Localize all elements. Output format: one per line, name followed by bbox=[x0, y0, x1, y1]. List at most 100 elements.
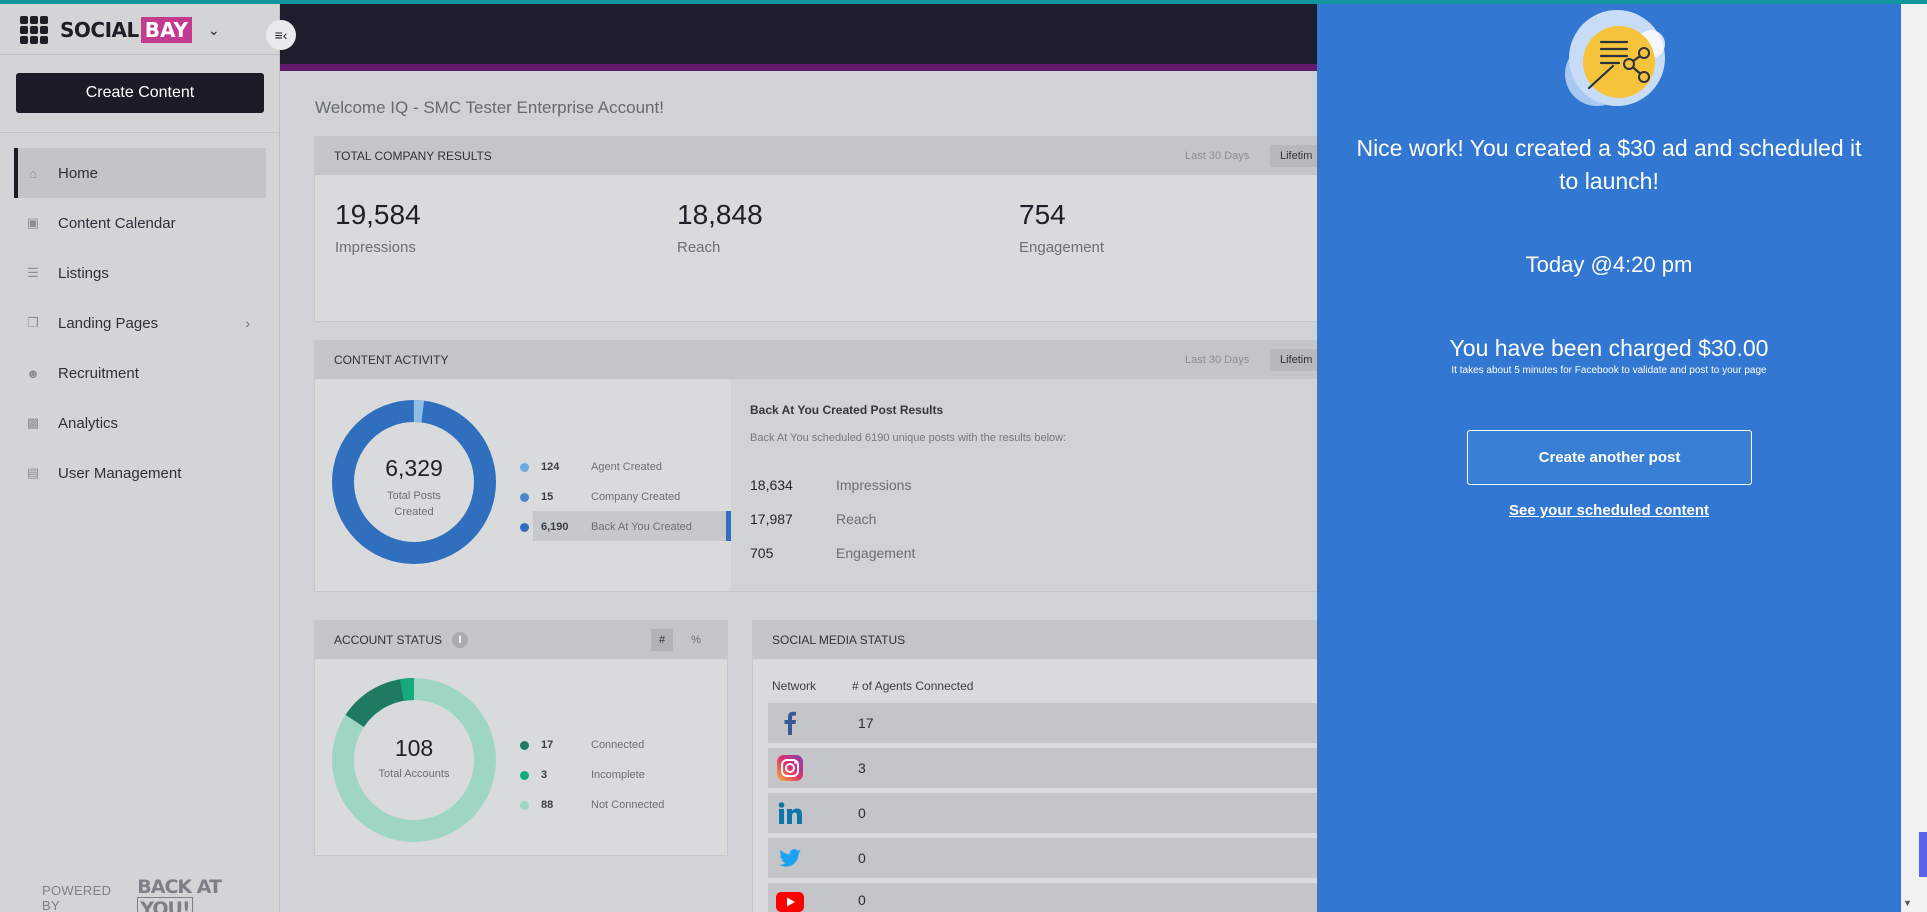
brand-switcher[interactable]: SOCIAL BAY ⌄ bbox=[20, 14, 220, 46]
sidebar-item-landing-pages[interactable]: ❐ Landing Pages › bbox=[14, 298, 266, 348]
legend-bay-created[interactable]: 6,190 Back At You Created bbox=[520, 521, 692, 533]
agents-connected-value: 0 bbox=[858, 850, 866, 866]
legend-dot bbox=[520, 770, 529, 780]
chevron-down-icon[interactable]: ⌄ bbox=[208, 21, 220, 38]
top-accent-line bbox=[0, 0, 1927, 4]
youtube-icon bbox=[770, 891, 810, 912]
legend-incomplete[interactable]: 3 Incomplete bbox=[520, 769, 645, 781]
sidebar-item-label: Recruitment bbox=[58, 364, 139, 382]
navbar-accent-strip bbox=[280, 64, 1927, 71]
donut-center: 6,329 Total Posts Created bbox=[331, 455, 497, 520]
agents-connected-value: 3 bbox=[858, 760, 866, 776]
legend-connected[interactable]: 17 Connected bbox=[520, 739, 644, 751]
legend-dot bbox=[520, 800, 529, 810]
count-toggle[interactable]: # bbox=[651, 629, 673, 651]
last-30-days-toggle[interactable]: Last 30 Days bbox=[1185, 354, 1250, 366]
sidebar-item-content-calendar[interactable]: ▣ Content Calendar bbox=[14, 198, 266, 248]
scroll-down-arrow-icon[interactable]: ▼ bbox=[1903, 898, 1912, 908]
bay-row-value: 17,987 bbox=[750, 511, 793, 527]
collapse-sidebar-button[interactable]: ≡‹ bbox=[266, 20, 296, 50]
bay-row-label: Impressions bbox=[836, 477, 912, 493]
lifetime-toggle[interactable]: Lifetim bbox=[1270, 349, 1323, 371]
backatyou-logo-text: BACK AT bbox=[137, 876, 222, 898]
legend-value: 6,190 bbox=[541, 521, 569, 533]
see-scheduled-content-link[interactable]: See your scheduled content bbox=[1508, 502, 1710, 519]
stat-value: 18,848 bbox=[677, 199, 763, 230]
sidebar: SOCIAL BAY ⌄ Create Content ⌂ Home ▣ Cont… bbox=[0, 0, 280, 912]
legend-agent-created[interactable]: 124 Agent Created bbox=[520, 461, 662, 473]
stat-reach: 18,848 Reach bbox=[677, 199, 763, 256]
bay-row-label: Reach bbox=[836, 511, 877, 527]
user-list-icon: ▤ bbox=[26, 465, 40, 480]
stat-value: 754 bbox=[1019, 199, 1066, 230]
bay-results-subtitle: Back At You scheduled 6190 unique posts … bbox=[750, 432, 1067, 444]
total-posts-label: Total Posts bbox=[387, 490, 441, 502]
total-posts-value: 6,329 bbox=[385, 455, 443, 481]
table-row[interactable]: 0 bbox=[768, 883, 1318, 912]
agents-connected-value: 17 bbox=[858, 715, 874, 731]
bay-results-panel bbox=[731, 379, 1325, 591]
legend-value: 15 bbox=[541, 491, 554, 503]
share-document-illustration bbox=[1553, 6, 1673, 110]
bay-row-value: 18,634 bbox=[750, 477, 793, 493]
create-content-button[interactable]: Create Content bbox=[16, 73, 264, 113]
donut-center: 108 Total Accounts bbox=[331, 735, 497, 780]
legend-company-created[interactable]: 15 Company Created bbox=[520, 491, 680, 503]
bay-row-value: 705 bbox=[750, 545, 774, 561]
legend-value: 124 bbox=[541, 461, 560, 473]
sidebar-item-label: Landing Pages bbox=[58, 314, 159, 332]
legend-label: Company Created bbox=[591, 491, 681, 503]
charge-amount: You have been charged $30.00 bbox=[1449, 335, 1769, 361]
powered-by-text: POWERED BY bbox=[42, 883, 112, 912]
legend-value: 88 bbox=[541, 799, 554, 811]
total-accounts-donut: 108 Total Accounts bbox=[331, 677, 497, 843]
scrollbar-thumb[interactable] bbox=[1919, 832, 1927, 877]
legend-not-connected[interactable]: 88 Not Connected bbox=[520, 799, 664, 811]
total-posts-label: Created bbox=[394, 506, 434, 518]
divider bbox=[0, 54, 280, 55]
total-accounts-label: Total Accounts bbox=[378, 768, 450, 780]
card-header: SOCIAL MEDIA STATUS bbox=[753, 621, 1323, 659]
scrollbar[interactable] bbox=[1901, 0, 1927, 912]
total-posts-donut-chart bbox=[332, 400, 496, 564]
percent-toggle[interactable]: % bbox=[691, 634, 701, 646]
column-agents-connected: # of Agents Connected bbox=[852, 679, 974, 693]
apps-grid-icon[interactable] bbox=[20, 16, 48, 44]
total-company-results-card: TOTAL COMPANY RESULTS Last 30 Days Lifet… bbox=[314, 136, 1324, 322]
home-icon: ⌂ bbox=[29, 165, 37, 181]
add-user-icon: ☻ bbox=[26, 365, 40, 381]
info-icon[interactable]: i bbox=[452, 632, 469, 648]
table-row[interactable]: 0 bbox=[768, 838, 1318, 878]
sidebar-item-user-management[interactable]: ▤ User Management bbox=[14, 448, 266, 498]
sidebar-item-home[interactable]: ⌂ Home bbox=[14, 148, 266, 198]
twitter-icon bbox=[770, 838, 810, 878]
column-network: Network bbox=[772, 679, 817, 693]
sidebar-item-label: User Management bbox=[58, 464, 182, 482]
stat-label: Engagement bbox=[1019, 239, 1105, 256]
total-accounts-donut-chart bbox=[332, 678, 496, 842]
sidebar-item-label: Home bbox=[58, 164, 99, 182]
legend-label: Incomplete bbox=[591, 769, 645, 781]
bay-row-engagement: 705 Engagement bbox=[750, 545, 915, 561]
page-icon: ❐ bbox=[27, 315, 39, 330]
account-status-card: ACCOUNT STATUS i # % 108 Total Accounts … bbox=[314, 620, 728, 856]
calendar-icon: ▣ bbox=[26, 215, 40, 230]
welcome-message: Welcome IQ - SMC Tester Enterprise Accou… bbox=[315, 98, 664, 117]
table-row[interactable]: 17 bbox=[768, 703, 1318, 743]
sidebar-item-listings[interactable]: ☰ Listings bbox=[14, 248, 266, 298]
last-30-days-toggle[interactable]: Last 30 Days bbox=[1185, 150, 1250, 162]
sidebar-item-analytics[interactable]: ▩ Analytics bbox=[14, 398, 266, 448]
legend-highlight bbox=[533, 511, 731, 541]
sidebar-nav: ⌂ Home ▣ Content Calendar ☰ Listings ❐ L… bbox=[14, 148, 266, 498]
lifetime-toggle[interactable]: Lifetim bbox=[1270, 145, 1323, 167]
create-another-post-button[interactable]: Create another post bbox=[1467, 430, 1752, 485]
table-row[interactable]: 0 bbox=[768, 793, 1318, 833]
backatyou-logo: BACK AT YOU! bbox=[137, 876, 279, 912]
divider bbox=[0, 132, 280, 133]
legend-label: Back At You Created bbox=[591, 521, 692, 533]
content-activity-card: CONTENT ACTIVITY Last 30 Days Lifetim 6,… bbox=[314, 340, 1325, 592]
sidebar-item-recruitment[interactable]: ☻ Recruitment bbox=[14, 348, 266, 398]
donut-segment-incomplete bbox=[332, 678, 496, 842]
table-row[interactable]: 3 bbox=[768, 748, 1318, 788]
legend-dot bbox=[520, 522, 529, 532]
